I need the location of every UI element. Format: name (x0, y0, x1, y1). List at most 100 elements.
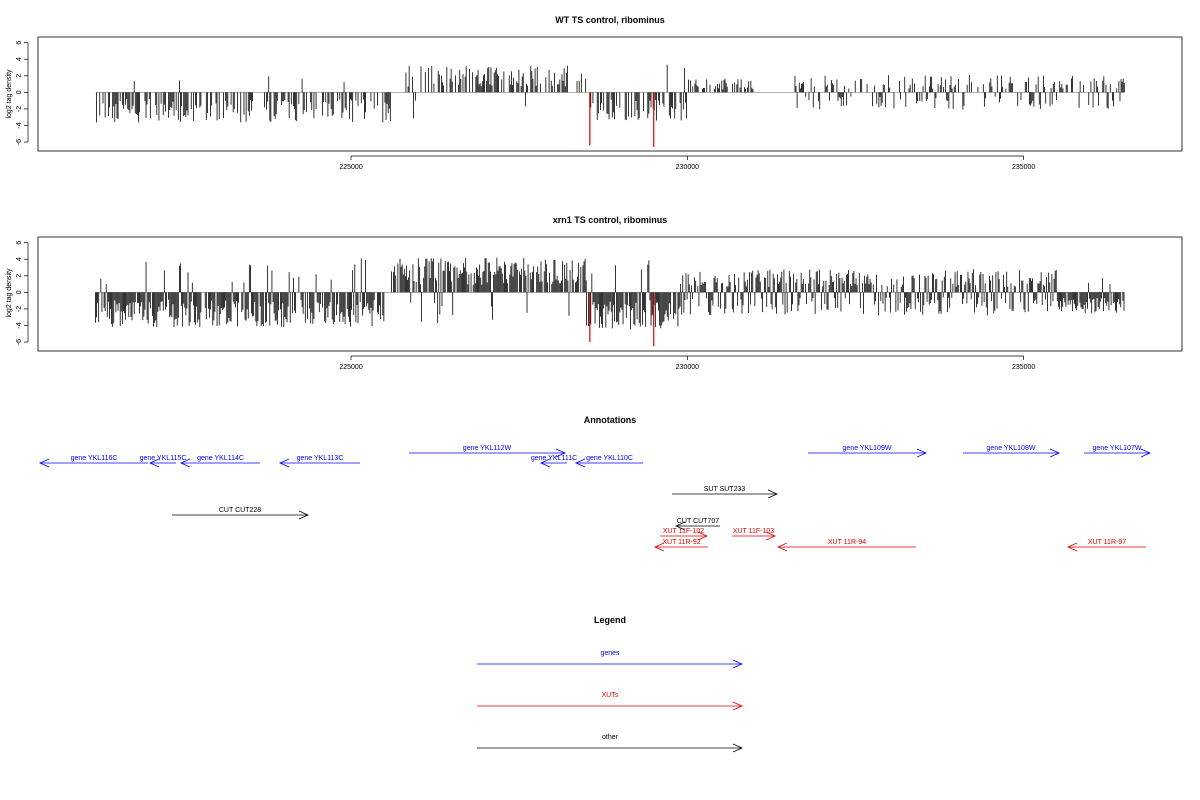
x-tick-label: 230000 (676, 164, 699, 171)
xrn1-y-axis: -6 -4 -2 0 2 4 6 (16, 241, 29, 345)
annotations-title: Annotations (584, 415, 637, 425)
legend-label: genes (600, 650, 620, 657)
feature-label: XUT 11F-102 (663, 528, 704, 535)
annotation-feature: gene YKL109W (808, 445, 927, 458)
feature-arrowhead-icon (298, 510, 309, 520)
annotation-feature: XUT 11F-102 (660, 528, 708, 541)
feature-label: CUT CUT228 (219, 507, 261, 514)
wt-y-axis-label: log2 tag density (6, 69, 13, 119)
feature-arrowhead-icon (149, 458, 160, 468)
x-tick-label: 225000 (339, 364, 362, 371)
y-tick-label: 0 (16, 90, 23, 94)
feature-arrowhead-icon (1067, 542, 1078, 552)
legend-arrowhead-icon (732, 659, 743, 669)
feature-arrowhead-icon (279, 458, 290, 468)
legend-title: Legend (594, 615, 626, 625)
annotation-feature: gene YKL115C (140, 455, 187, 468)
xrn1-plot-frame (37, 236, 1183, 352)
legend-arrowhead-icon (732, 701, 743, 711)
feature-arrowhead-icon (654, 542, 665, 552)
feature-arrowhead-icon (540, 458, 551, 468)
annotation-feature: CUT CUT707 (675, 518, 720, 531)
y-tick-label: -2 (16, 306, 23, 312)
annotation-feature: gene YKL112W (409, 445, 566, 458)
y-tick-label: -6 (16, 139, 23, 145)
feature-label: gene YKL110C (586, 455, 633, 462)
x-tick-label: 225000 (339, 164, 362, 171)
feature-arrowhead-icon (777, 542, 788, 552)
annotation-feature: gene YKL108W (963, 445, 1060, 458)
legend: Legend genes XUTs other (477, 615, 743, 753)
y-tick-label: 2 (16, 274, 23, 278)
y-tick-label: 6 (16, 241, 23, 245)
wt-panel-title: WT TS control, ribominus (555, 15, 665, 25)
annotation-feature: XUT 11R-92 (654, 539, 708, 552)
annotation-feature: gene YKL110C (575, 455, 643, 468)
annotation-feature: XUT 11R-97 (1067, 539, 1146, 552)
wt-coverage-panel: WT TS control, ribominus log2 tag densit… (6, 15, 1183, 171)
annotation-feature: XUT 11R-94 (777, 539, 916, 552)
y-tick-label: 2 (16, 74, 23, 78)
y-tick-label: -4 (16, 322, 23, 328)
xrn1-panel-title: xrn1 TS control, ribominus (553, 215, 668, 225)
feature-label: gene YKL114C (197, 455, 244, 462)
annotation-feature: CUT CUT228 (172, 507, 309, 520)
wt-plot-frame (37, 36, 1183, 152)
y-tick-label: 4 (16, 257, 23, 261)
feature-arrowhead-icon (1049, 448, 1060, 458)
feature-label: gene YKL115C (140, 455, 187, 462)
legend-arrowhead-icon (732, 743, 743, 753)
feature-arrowhead-icon (675, 521, 686, 531)
annotation-feature: gene YKL116C (39, 455, 148, 468)
annotation-feature: gene YKL114C (180, 455, 260, 468)
y-tick-label: -2 (16, 106, 23, 112)
y-tick-label: -4 (16, 122, 23, 128)
annotation-feature: SUT SUT233 (672, 486, 778, 499)
feature-arrowhead-icon (767, 489, 778, 499)
annotation-feature: XUT 11F-103 (732, 528, 776, 541)
annotation-feature: gene YKL111C (531, 455, 577, 468)
feature-label: gene YKL116C (71, 455, 118, 462)
feature-label: gene YKL107W (1093, 445, 1142, 452)
y-tick-label: -6 (16, 339, 23, 345)
xrn1-x-axis: 225000 230000 235000 (339, 355, 1035, 371)
x-tick-label: 235000 (1012, 164, 1035, 171)
y-tick-label: 0 (16, 290, 23, 294)
annotation-feature: gene YKL113C (279, 455, 360, 468)
legend-item: genes (477, 650, 743, 669)
feature-arrowhead-icon (575, 458, 586, 468)
feature-arrowhead-icon (916, 448, 927, 458)
x-tick-label: 235000 (1012, 364, 1035, 371)
xrn1-coverage-panel: xrn1 TS control, ribominus log2 tag dens… (6, 215, 1183, 371)
annotation-features: gene YKL116C gene YKL115C gene YKL114C gene… (39, 445, 1151, 552)
feature-arrowhead-icon (1140, 448, 1151, 458)
feature-label: CUT CUT707 (677, 518, 719, 525)
feature-arrowhead-icon (555, 448, 566, 458)
feature-label: gene YKL111C (531, 455, 577, 462)
feature-label: gene YKL112W (463, 445, 512, 452)
feature-label: SUT SUT233 (704, 486, 746, 493)
feature-arrowhead-icon (39, 458, 50, 468)
xrn1-y-axis-label: log2 tag density (6, 268, 13, 318)
annotations-track: Annotations gene YKL116C gene YKL115C gene… (39, 415, 1151, 552)
annotation-feature: gene YKL107W (1084, 445, 1151, 458)
feature-label: XUT 11R-92 (662, 539, 700, 546)
feature-label: XUT 11R-94 (828, 539, 866, 546)
legend-label: XUTs (602, 692, 619, 699)
feature-arrowhead-icon (765, 531, 776, 541)
y-tick-label: 6 (16, 41, 23, 45)
wt-coverage-bars (96, 64, 1125, 147)
feature-label: gene YKL109W (843, 445, 892, 452)
feature-label: XUT 11F-103 (733, 528, 774, 535)
legend-item: XUTs (477, 692, 743, 711)
feature-label: gene YKL113C (297, 455, 344, 462)
wt-x-axis: 225000 230000 235000 (339, 155, 1035, 171)
legend-label: other (602, 734, 619, 741)
legend-items: genes XUTs other (477, 650, 743, 753)
feature-label: gene YKL108W (987, 445, 1036, 452)
feature-label: XUT 11R-97 (1088, 539, 1126, 546)
x-tick-label: 230000 (676, 364, 699, 371)
xrn1-coverage-bars (95, 257, 1125, 347)
y-tick-label: 4 (16, 57, 23, 61)
